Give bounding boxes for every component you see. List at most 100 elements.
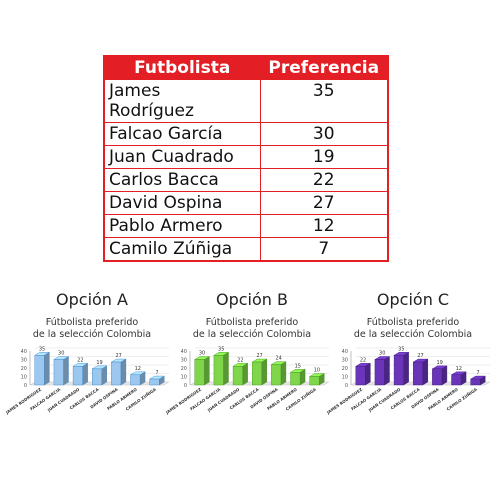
table-row: Falcao García 30 (103, 122, 389, 146)
bar (271, 364, 282, 386)
y-tick-label: 10 (21, 375, 27, 381)
bar (194, 359, 205, 386)
bar (451, 374, 462, 386)
y-tick-label: 40 (181, 349, 187, 355)
data-label: 35 (398, 346, 404, 352)
data-label: 27 (115, 353, 121, 359)
chart-title-line: Fútbolista preferido (366, 317, 460, 328)
y-tick-label: 0 (24, 383, 27, 389)
x-tick-label: JUAN CUADRADO (206, 386, 241, 413)
chart-title-line: de la selección Colombia (192, 329, 312, 340)
bar (149, 378, 160, 386)
y-tick-label: 20 (21, 366, 27, 372)
bar (413, 361, 423, 386)
table-row: David Ospina 27 (103, 191, 389, 215)
bar (111, 361, 122, 386)
table-row: Juan Cuadrado 19 (103, 145, 389, 169)
bar-side (63, 356, 69, 386)
bar (374, 359, 385, 386)
player-name: Pablo Armero (103, 214, 261, 238)
option-a: Opción A Fútbolista preferido de la sele… (4, 290, 172, 450)
option-b-label: Opción B (216, 290, 288, 309)
data-label: 12 (456, 366, 462, 372)
y-tick-label: 20 (342, 366, 348, 372)
bar-side (120, 358, 127, 386)
preference-value: 30 (259, 122, 389, 146)
data-label: 22 (77, 357, 83, 363)
data-label: 10 (314, 368, 320, 374)
x-tick-label: JUAN CUADRADO (46, 386, 81, 413)
player-name: Camilo Zúñiga (103, 237, 261, 262)
y-tick-label: 30 (181, 358, 187, 364)
bar-side (403, 351, 409, 386)
data-label: 27 (256, 353, 262, 359)
y-tick-label: 10 (342, 375, 348, 381)
player-name: Carlos Bacca (103, 168, 261, 192)
data-label: 19 (96, 360, 102, 366)
option-c: Opción C Fútbolista preferido de la sele… (325, 290, 493, 450)
bar-side (242, 362, 248, 386)
option-a-label: Opción A (56, 290, 128, 309)
bar-side (365, 362, 371, 386)
y-tick-label: 10 (181, 375, 187, 381)
chart-title-line: de la selección Colombia (353, 329, 473, 340)
bar (470, 378, 481, 386)
bar-side (82, 362, 88, 386)
option-b-chart-title: Fútbolista preferido de la selección Col… (172, 317, 332, 341)
bar (53, 359, 64, 386)
chart-title-line: Fútbolista preferido (205, 317, 299, 328)
bar-side (101, 365, 107, 386)
option-a-chart-title: Fútbolista preferido de la selección Col… (12, 317, 172, 341)
bar (355, 366, 366, 386)
bar (290, 372, 301, 386)
bar (393, 355, 404, 386)
bar (213, 355, 224, 386)
y-tick-label: 30 (21, 358, 27, 364)
bar (252, 361, 262, 386)
bar (34, 355, 45, 386)
data-label: 30 (379, 351, 385, 357)
table-row: Carlos Bacca 22 (103, 168, 389, 192)
data-label: 15 (295, 363, 301, 369)
header-futbolista: Futbolista (103, 55, 261, 80)
player-name-line: James (109, 81, 161, 101)
bar (432, 368, 443, 386)
y-tick-label: 30 (342, 358, 348, 364)
bar-side (441, 365, 448, 386)
option-b: Opción B Fútbolista preferido de la sele… (164, 290, 332, 450)
preference-value: 27 (259, 191, 389, 215)
option-c-chart-title: Fútbolista preferido de la selección Col… (333, 317, 493, 341)
table-row: Camilo Zúñiga 7 (103, 237, 389, 262)
table-header-row: Futbolista Preferencia (103, 55, 389, 80)
bar-side (44, 351, 50, 386)
bar (72, 366, 83, 386)
bar-side (204, 356, 210, 386)
preference-value: 22 (259, 168, 389, 192)
bar-side (223, 351, 229, 386)
y-tick-label: 0 (345, 383, 348, 389)
bar-side (384, 356, 390, 386)
bar-side (422, 358, 428, 386)
data-label: 35 (218, 346, 224, 352)
y-tick-label: 40 (21, 349, 27, 355)
option-c-label: Opción C (376, 290, 450, 309)
player-name: James Rodríguez (103, 79, 261, 123)
player-name: Falcao García (103, 122, 261, 146)
preference-value: 12 (259, 214, 389, 238)
player-name: Juan Cuadrado (103, 145, 261, 169)
bar (130, 374, 141, 386)
bar (309, 376, 320, 386)
data-label: 24 (275, 356, 281, 362)
bar-side (280, 361, 287, 386)
preference-table: Futbolista Preferencia James Rodríguez 3… (103, 55, 389, 262)
table-row: James Rodríguez 35 (103, 79, 389, 123)
player-name-line: Rodríguez (109, 101, 194, 121)
player-name: David Ospina (103, 191, 261, 215)
y-tick-label: 40 (342, 349, 348, 355)
chart-title-line: Fútbolista preferido (45, 317, 139, 328)
data-label: 7 (155, 370, 158, 376)
data-label: 30 (199, 351, 205, 357)
